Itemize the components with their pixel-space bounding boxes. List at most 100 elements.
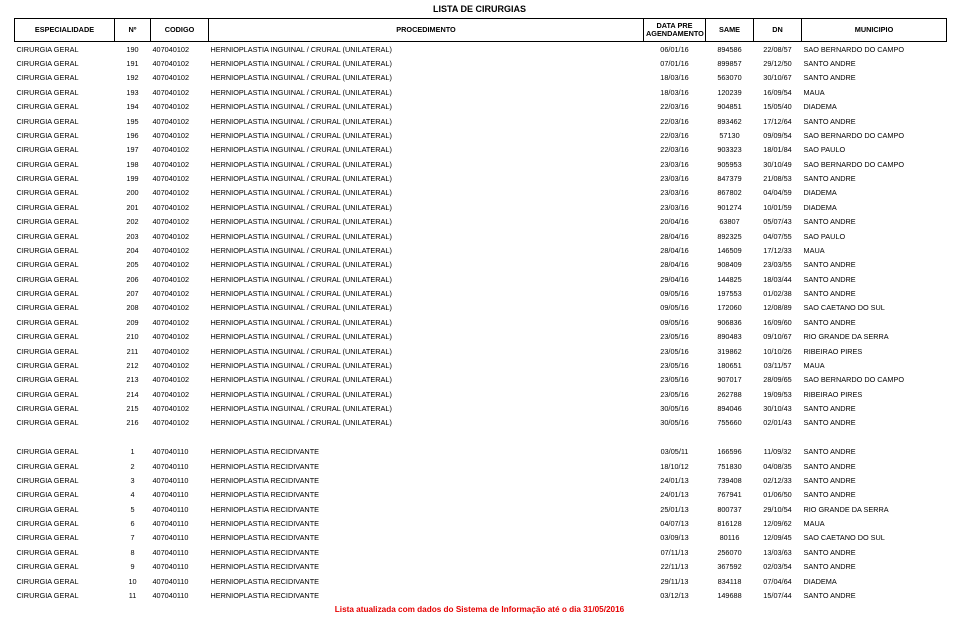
cell-mun: SANTO ANDRE: [802, 560, 947, 574]
cell-same: 893462: [706, 114, 754, 128]
cell-same: 172060: [706, 301, 754, 315]
cell-esp: CIRURGIA GERAL: [15, 143, 115, 157]
cell-dn: 02/12/33: [754, 473, 802, 487]
cell-proc: HERNIOPLASTIA RECIDIVANTE: [209, 445, 644, 459]
cell-cod: 407040110: [151, 560, 209, 574]
cell-proc: HERNIOPLASTIA INGUINAL / CRURAL (UNILATE…: [209, 416, 644, 430]
cell-no: 195: [115, 114, 151, 128]
cell-dn: 07/04/64: [754, 574, 802, 588]
cell-same: 367592: [706, 560, 754, 574]
cell-esp: CIRURGIA GERAL: [15, 330, 115, 344]
cell-mun: MAUA: [802, 358, 947, 372]
table-row: CIRURGIA GERAL2407040110HERNIOPLASTIA RE…: [15, 459, 947, 473]
cell-dn: 29/12/50: [754, 56, 802, 70]
cell-esp: CIRURGIA GERAL: [15, 286, 115, 300]
table-row: CIRURGIA GERAL9407040110HERNIOPLASTIA RE…: [15, 560, 947, 574]
cell-dn: 04/04/59: [754, 186, 802, 200]
cell-date: 22/03/16: [644, 114, 706, 128]
table-row: CIRURGIA GERAL197407040102HERNIOPLASTIA …: [15, 143, 947, 157]
cell-no: 5: [115, 502, 151, 516]
cell-dn: 21/08/53: [754, 171, 802, 185]
cell-same: 563070: [706, 71, 754, 85]
cell-mun: MAUA: [802, 243, 947, 257]
cell-cod: 407040110: [151, 574, 209, 588]
cell-dn: 12/08/89: [754, 301, 802, 315]
cell-proc: HERNIOPLASTIA RECIDIVANTE: [209, 545, 644, 559]
table-row: CIRURGIA GERAL216407040102HERNIOPLASTIA …: [15, 416, 947, 430]
cell-date: 03/05/11: [644, 445, 706, 459]
cell-dn: 30/10/49: [754, 157, 802, 171]
cell-proc: HERNIOPLASTIA INGUINAL / CRURAL (UNILATE…: [209, 344, 644, 358]
cell-date: 23/05/16: [644, 387, 706, 401]
col-municipio: MUNICIPIO: [802, 19, 947, 42]
cell-mun: SANTO ANDRE: [802, 488, 947, 502]
cell-same: 907017: [706, 373, 754, 387]
cell-no: 214: [115, 387, 151, 401]
cell-proc: HERNIOPLASTIA INGUINAL / CRURAL (UNILATE…: [209, 157, 644, 171]
cell-same: 890483: [706, 330, 754, 344]
cell-same: 847379: [706, 171, 754, 185]
cell-same: 894586: [706, 42, 754, 57]
cell-no: 11: [115, 588, 151, 602]
cell-same: 57130: [706, 128, 754, 142]
table-row: CIRURGIA GERAL193407040102HERNIOPLASTIA …: [15, 85, 947, 99]
cell-dn: 01/06/50: [754, 488, 802, 502]
cell-date: 22/11/13: [644, 560, 706, 574]
cell-no: 6: [115, 516, 151, 530]
cell-dn: 01/02/38: [754, 286, 802, 300]
cell-cod: 407040102: [151, 114, 209, 128]
cell-esp: CIRURGIA GERAL: [15, 200, 115, 214]
cell-proc: HERNIOPLASTIA INGUINAL / CRURAL (UNILATE…: [209, 71, 644, 85]
cell-proc: HERNIOPLASTIA INGUINAL / CRURAL (UNILATE…: [209, 358, 644, 372]
cell-date: 30/05/16: [644, 416, 706, 430]
cell-proc: HERNIOPLASTIA RECIDIVANTE: [209, 488, 644, 502]
cell-date: 22/03/16: [644, 100, 706, 114]
table-row: CIRURGIA GERAL11407040110HERNIOPLASTIA R…: [15, 588, 947, 602]
table-row: CIRURGIA GERAL199407040102HERNIOPLASTIA …: [15, 171, 947, 185]
table-row: CIRURGIA GERAL190407040102HERNIOPLASTIA …: [15, 42, 947, 57]
cell-cod: 407040102: [151, 171, 209, 185]
cell-cod: 407040102: [151, 258, 209, 272]
cell-cod: 407040102: [151, 56, 209, 70]
col-dn: DN: [754, 19, 802, 42]
table-row: CIRURGIA GERAL210407040102HERNIOPLASTIA …: [15, 330, 947, 344]
cell-esp: CIRURGIA GERAL: [15, 358, 115, 372]
cell-cod: 407040102: [151, 143, 209, 157]
table-header: ESPECIALIDADE Nº CODIGO PROCEDIMENTO DAT…: [15, 19, 947, 42]
cell-mun: SAO PAULO: [802, 143, 947, 157]
cell-cod: 407040110: [151, 531, 209, 545]
cell-same: 906836: [706, 315, 754, 329]
cell-same: 262788: [706, 387, 754, 401]
cell-no: 2: [115, 459, 151, 473]
cell-mun: DIADEMA: [802, 574, 947, 588]
table-row: CIRURGIA GERAL195407040102HERNIOPLASTIA …: [15, 114, 947, 128]
cell-date: 23/05/16: [644, 330, 706, 344]
table-row: CIRURGIA GERAL208407040102HERNIOPLASTIA …: [15, 301, 947, 315]
cell-cod: 407040102: [151, 243, 209, 257]
cell-mun: SAO CAETANO DO SUL: [802, 531, 947, 545]
cell-no: 206: [115, 272, 151, 286]
cell-no: 190: [115, 42, 151, 57]
cell-cod: 407040110: [151, 445, 209, 459]
cell-dn: 11/09/32: [754, 445, 802, 459]
cell-esp: CIRURGIA GERAL: [15, 516, 115, 530]
cell-cod: 407040102: [151, 344, 209, 358]
cell-date: 09/05/16: [644, 301, 706, 315]
cell-dn: 23/03/55: [754, 258, 802, 272]
cell-esp: CIRURGIA GERAL: [15, 71, 115, 85]
cell-no: 209: [115, 315, 151, 329]
cell-esp: CIRURGIA GERAL: [15, 502, 115, 516]
cell-date: 28/04/16: [644, 258, 706, 272]
cell-same: 751830: [706, 459, 754, 473]
cell-mun: SANTO ANDRE: [802, 71, 947, 85]
cell-date: 23/05/16: [644, 373, 706, 387]
cell-esp: CIRURGIA GERAL: [15, 100, 115, 114]
cell-cod: 407040102: [151, 100, 209, 114]
cell-date: 29/11/13: [644, 574, 706, 588]
cell-esp: CIRURGIA GERAL: [15, 373, 115, 387]
cell-proc: HERNIOPLASTIA INGUINAL / CRURAL (UNILATE…: [209, 186, 644, 200]
cell-same: 899857: [706, 56, 754, 70]
cell-mun: SANTO ANDRE: [802, 286, 947, 300]
cell-esp: CIRURGIA GERAL: [15, 85, 115, 99]
cell-cod: 407040102: [151, 272, 209, 286]
